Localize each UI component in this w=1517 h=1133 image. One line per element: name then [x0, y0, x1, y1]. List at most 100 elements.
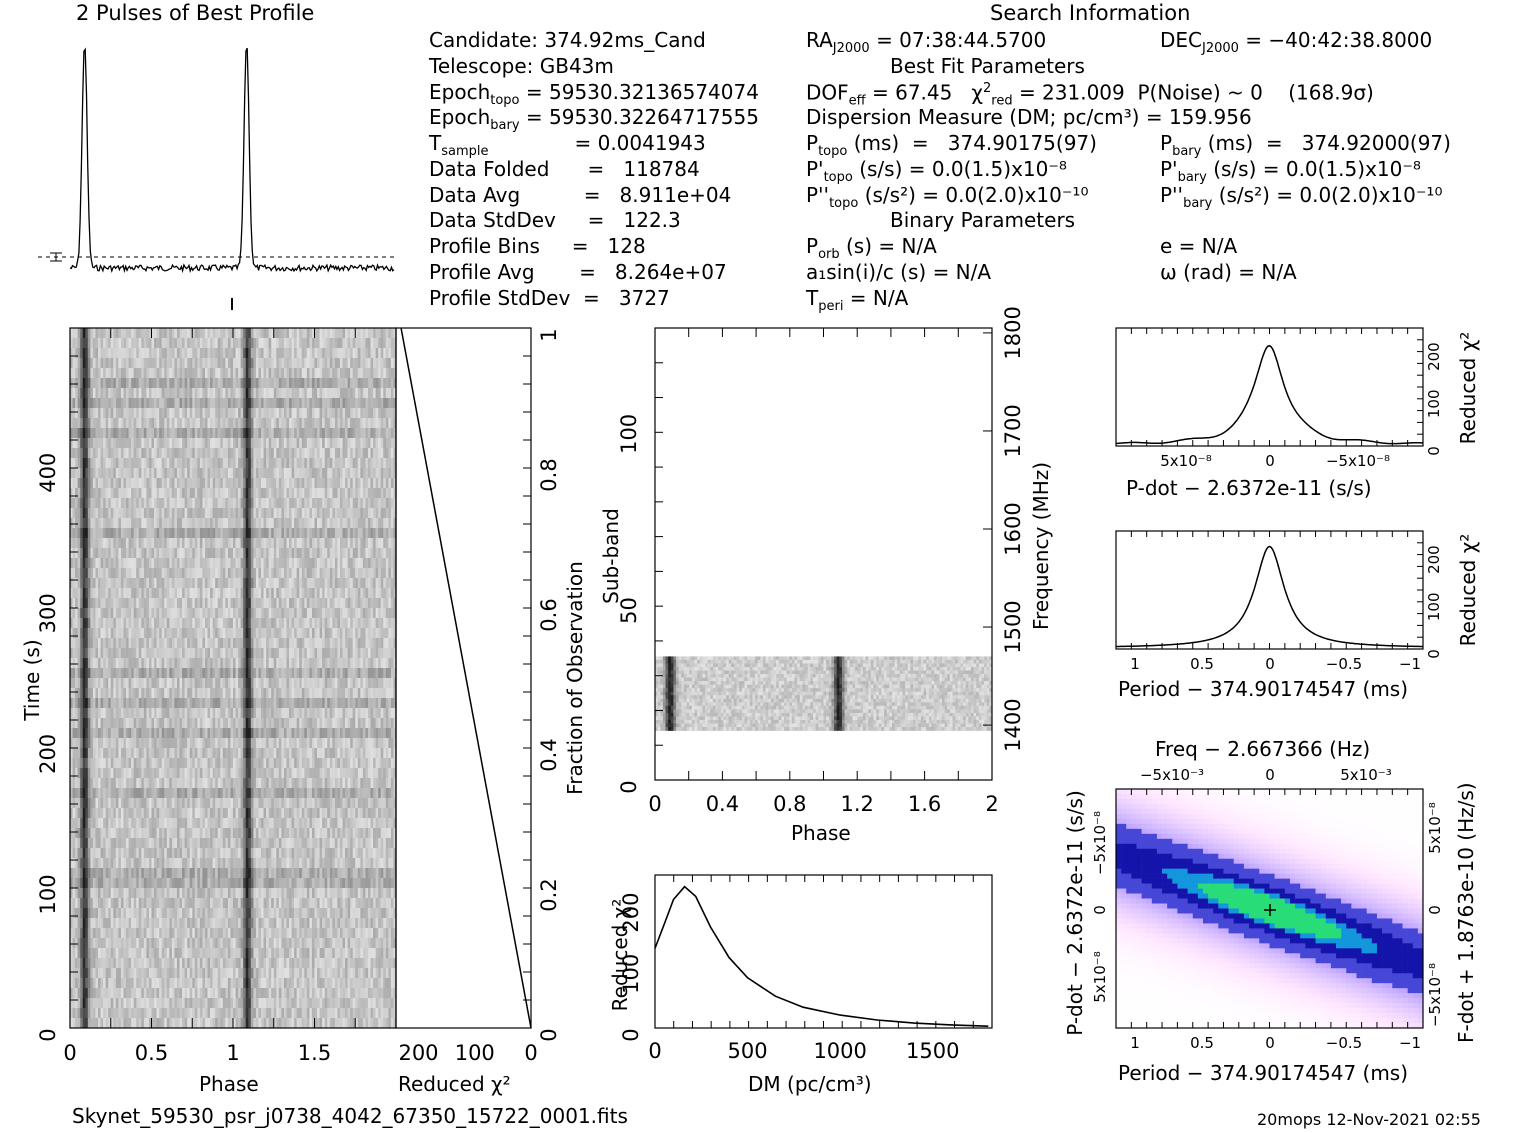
- heatmap-cell: [192, 488, 196, 499]
- heatmap-cell: [235, 348, 239, 359]
- heatmap-cell: [82, 418, 86, 429]
- heatmap-cell: [261, 588, 264, 599]
- heatmap-cell: [327, 408, 331, 419]
- heatmap-cell: [380, 588, 384, 599]
- heatmap-cell: [159, 698, 162, 709]
- heatmap-cell: [362, 578, 366, 589]
- heatmap-cell: [304, 508, 308, 519]
- heatmap-cell: [222, 548, 226, 559]
- heatmap-cell: [128, 648, 132, 659]
- heatmap-cell: [352, 458, 356, 469]
- heatmap-cell: [222, 328, 226, 339]
- heatmap-cell: [100, 328, 104, 339]
- heatmap-cell: [146, 618, 150, 629]
- heatmap-cell: [133, 488, 137, 499]
- heatmap-cell: [373, 428, 376, 439]
- heatmap-cell: [194, 698, 198, 709]
- heatmap-cell: [138, 498, 142, 509]
- heatmap-cell: [202, 358, 206, 369]
- heatmap-cell: [327, 708, 331, 719]
- heatmap-cell: [301, 658, 305, 669]
- heatmap-cell: [329, 388, 333, 399]
- heatmap-cell: [189, 578, 193, 589]
- heatmap-cell: [148, 388, 152, 399]
- heatmap-cell: [143, 428, 147, 439]
- heatmap-cell: [281, 618, 285, 629]
- heatmap-cell: [90, 478, 94, 489]
- heatmap-cell: [120, 668, 124, 679]
- heatmap-cell: [317, 678, 320, 689]
- heatmap-cell: [393, 338, 397, 349]
- heatmap-cell: [75, 348, 78, 359]
- heatmap-cell: [171, 338, 175, 349]
- heatmap-cell: [110, 628, 114, 639]
- heatmap-cell: [133, 438, 137, 449]
- heatmap-cell: [113, 568, 117, 579]
- heatmap-cell: [281, 438, 285, 449]
- heatmap-cell: [350, 348, 354, 359]
- heatmap-cell: [380, 548, 384, 559]
- heatmap-cell: [222, 458, 226, 469]
- heatmap-cell: [233, 698, 236, 709]
- heatmap-cell: [304, 428, 308, 439]
- heatmap-cell: [314, 628, 318, 639]
- heatmap-cell: [289, 698, 292, 709]
- heatmap-cell: [176, 688, 180, 699]
- heatmap-cell: [182, 548, 185, 559]
- heatmap-cell: [380, 398, 384, 409]
- heatmap-cell: [136, 528, 140, 539]
- heatmap-cell: [271, 668, 275, 679]
- heatmap-cell: [217, 348, 221, 359]
- heatmap-cell: [227, 438, 231, 449]
- heatmap-cell: [138, 658, 142, 669]
- heatmap-cell: [103, 618, 106, 629]
- heatmap-cell: [77, 448, 81, 459]
- heatmap-cell: [367, 678, 371, 689]
- heatmap-cell: [187, 618, 191, 629]
- profile-plot: [38, 47, 395, 310]
- heatmap-cell: [210, 628, 213, 639]
- heatmap-cell: [182, 558, 185, 569]
- heatmap-cell: [304, 448, 308, 459]
- heatmap-cell: [385, 448, 389, 459]
- heatmap-cell: [294, 668, 297, 679]
- heatmap-cell: [238, 558, 241, 569]
- heatmap-cell: [113, 648, 117, 659]
- heatmap-cell: [131, 398, 134, 409]
- heatmap-cell: [113, 588, 117, 599]
- heatmap-cell: [90, 598, 94, 609]
- heatmap-cell: [161, 498, 165, 509]
- heatmap-cell: [156, 368, 160, 379]
- heatmap-cell: [380, 558, 384, 569]
- heatmap-cell: [342, 438, 346, 449]
- heatmap-cell: [378, 598, 382, 609]
- heatmap-cell: [332, 698, 336, 709]
- heatmap-cell: [378, 418, 382, 429]
- heatmap-cell: [87, 498, 91, 509]
- heatmap-cell: [194, 528, 198, 539]
- heatmap-cell: [301, 508, 305, 519]
- heatmap-cell: [367, 648, 371, 659]
- heatmap-cell: [365, 518, 369, 529]
- heatmap-cell: [365, 368, 369, 379]
- heatmap-cell: [215, 478, 219, 489]
- heatmap-cell: [304, 378, 308, 389]
- heatmap-cell: [131, 668, 134, 679]
- heatmap-cell: [357, 358, 361, 369]
- heatmap-cell: [103, 438, 106, 449]
- heatmap-cell: [128, 628, 132, 639]
- heatmap-cell: [393, 358, 397, 369]
- heatmap-cell: [263, 608, 267, 619]
- heatmap-cell: [240, 648, 244, 659]
- heatmap-cell: [383, 578, 387, 589]
- heatmap-cell: [220, 348, 224, 359]
- heatmap-cell: [294, 558, 297, 569]
- heatmap-cell: [289, 368, 292, 379]
- heatmap-cell: [276, 518, 280, 529]
- heatmap-cell: [347, 458, 351, 469]
- heatmap-cell: [250, 348, 254, 359]
- heatmap-cell: [317, 448, 320, 459]
- heatmap-cell: [95, 328, 99, 339]
- heatmap-cell: [120, 358, 124, 369]
- heatmap-cell: [133, 348, 137, 359]
